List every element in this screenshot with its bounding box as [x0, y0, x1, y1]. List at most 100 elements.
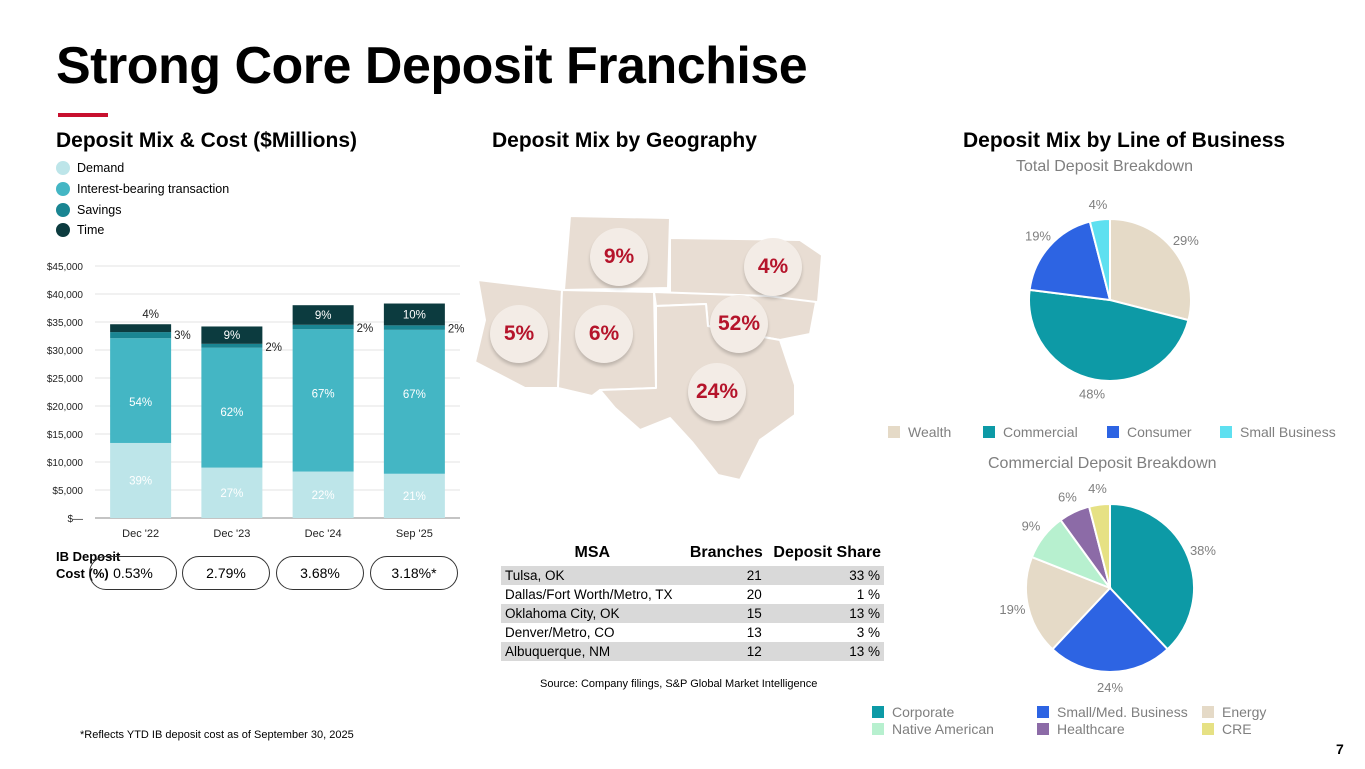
data-label: 2%: [448, 323, 465, 335]
pie-label: 4%: [1089, 200, 1108, 212]
data-label: 2%: [357, 323, 374, 335]
data-label: 67%: [403, 389, 426, 401]
geo-heading: Deposit Mix by Geography: [492, 129, 757, 152]
legend-label: Small/Med. Business: [1057, 704, 1188, 720]
msa-table: MSA Branches Deposit Share Tulsa, OK 21 33…: [501, 540, 884, 661]
legend-item-cre: CRE: [1202, 721, 1252, 737]
pie-label: 9%: [1022, 519, 1041, 534]
y-tick-label: $—: [67, 514, 83, 525]
cell-branches: 20: [746, 587, 762, 602]
data-label: 21%: [403, 491, 426, 503]
bar-time: [292, 305, 354, 325]
legend-label: CRE: [1222, 721, 1252, 737]
legend-swatch: [1202, 706, 1214, 718]
legend-label: Corporate: [892, 704, 955, 720]
pie-slice-corporate: [1109, 502, 1195, 651]
table-row: Tulsa, OK 21 33 %: [501, 566, 884, 585]
cell-branches: 21: [683, 566, 766, 585]
pie-label: 6%: [1058, 490, 1077, 505]
table-row: Dallas/Fort Worth/Metro, TX 20 1 %: [501, 585, 884, 604]
legend-label: Consumer: [1127, 424, 1192, 440]
legend-label: Small Business: [1240, 424, 1336, 440]
cell-msa: Tulsa, OK: [501, 566, 684, 585]
data-label: 62%: [220, 407, 243, 419]
cell-share: 3 %: [856, 625, 880, 640]
map-badge-new-mexico: 6%: [575, 305, 633, 363]
legend-swatch: [1037, 723, 1049, 735]
ib-cost-pill: 0.53%: [89, 556, 177, 590]
bar-interest-bearing-transaction: [110, 338, 172, 443]
cell-msa: Dallas/Fort Worth/Metro, TX: [505, 587, 673, 602]
legend-item-time: Time: [56, 223, 104, 237]
cell-msa: Denver/Metro, CO: [505, 625, 615, 640]
deposit-mix-heading: Deposit Mix & Cost ($Millions): [56, 129, 358, 152]
legend-swatch: [872, 723, 884, 735]
cell-branches: 12: [683, 642, 766, 661]
bar-interest-bearing-transaction: [383, 329, 445, 474]
legend-item-consumer: Consumer: [1107, 424, 1192, 440]
pie-slice-small-business: [1088, 217, 1111, 301]
y-tick-label: $20,000: [47, 402, 84, 413]
commercial-pie-title: Commercial Deposit Breakdown: [988, 455, 1217, 472]
bar-savings: [383, 325, 445, 330]
pie-label: 4%: [1088, 481, 1107, 496]
total-pie-title: Total Deposit Breakdown: [1016, 158, 1193, 175]
ib-cost-pill: 2.79%: [182, 556, 270, 590]
legend-swatch: [872, 706, 884, 718]
data-label: 67%: [312, 388, 335, 400]
y-tick-label: $15,000: [47, 430, 84, 441]
table-header-row: MSA Branches Deposit Share: [501, 540, 884, 566]
pie-slice-wealth: [1109, 217, 1192, 322]
legend-swatch: [1107, 426, 1119, 438]
bar-savings: [292, 324, 354, 330]
source-note: Source: Company filings, S&P Global Mark…: [540, 678, 818, 690]
col-header-branches: Branches: [689, 544, 763, 561]
legend-label: Interest-bearing transaction: [77, 182, 230, 196]
legend-label: Time: [77, 223, 105, 237]
ib-cost-pill: 3.18%*: [370, 556, 458, 590]
legend-swatch: [1202, 723, 1214, 735]
data-label: 2%: [265, 342, 282, 354]
pie-slice-cre: [1087, 502, 1111, 589]
cell-share: 13 %: [765, 604, 884, 623]
y-tick-label: $25,000: [47, 374, 84, 385]
map-badge-arizona: 5%: [490, 305, 548, 363]
bar-demand: [110, 442, 172, 518]
table-row: Albuquerque, NM 12 13 %: [501, 642, 884, 661]
cell-share: 1 %: [856, 587, 880, 602]
footnote: *Reflects YTD IB deposit cost as of Sept…: [80, 729, 354, 741]
cell-branches: 13: [746, 625, 762, 640]
y-tick-label: $10,000: [47, 458, 84, 469]
bar-savings: [110, 332, 172, 339]
legend-item-commercial: Commercial: [983, 424, 1078, 440]
bar-demand: [292, 471, 354, 518]
pie-slice-consumer: [1028, 220, 1112, 302]
map-badge-texas: 24%: [688, 363, 746, 421]
legend-item-corporate: Corporate: [872, 704, 954, 720]
legend-item-energy: Energy: [1202, 704, 1266, 720]
map-badge-oklahoma: 52%: [710, 295, 768, 353]
title-accent-rule: [58, 113, 108, 117]
data-label: 9%: [315, 310, 332, 322]
bar-interest-bearing-transaction: [292, 329, 354, 472]
legend-item-small-business: Small Business: [1220, 424, 1336, 440]
commercial-deposit-pie: 38% 24% 19% 9% 6% 4%: [1000, 481, 1216, 695]
legend-swatch: [1220, 426, 1232, 438]
legend-label: Savings: [77, 203, 122, 217]
legend-swatch: [56, 203, 70, 217]
col-header-msa: MSA: [574, 544, 611, 561]
cell-branches: 15: [683, 604, 766, 623]
legend-item-native-american: Native American: [872, 721, 994, 737]
table-row: Denver/Metro, CO 13 3 %: [501, 623, 884, 642]
legend-item-small-med-business: Small/Med. Business: [1037, 704, 1188, 720]
legend-swatch: [888, 426, 900, 438]
cell-share: 13 %: [765, 642, 884, 661]
y-tick-label: $45,000: [47, 262, 84, 273]
legend-item-demand: Demand: [56, 161, 124, 175]
pie-label: 48%: [1079, 386, 1105, 400]
pie-label: 24%: [1097, 680, 1123, 695]
bar-time: [110, 324, 172, 333]
legend-label: Commercial: [1003, 424, 1078, 440]
data-label: 3%: [174, 330, 191, 342]
y-tick-label: $30,000: [47, 346, 84, 357]
